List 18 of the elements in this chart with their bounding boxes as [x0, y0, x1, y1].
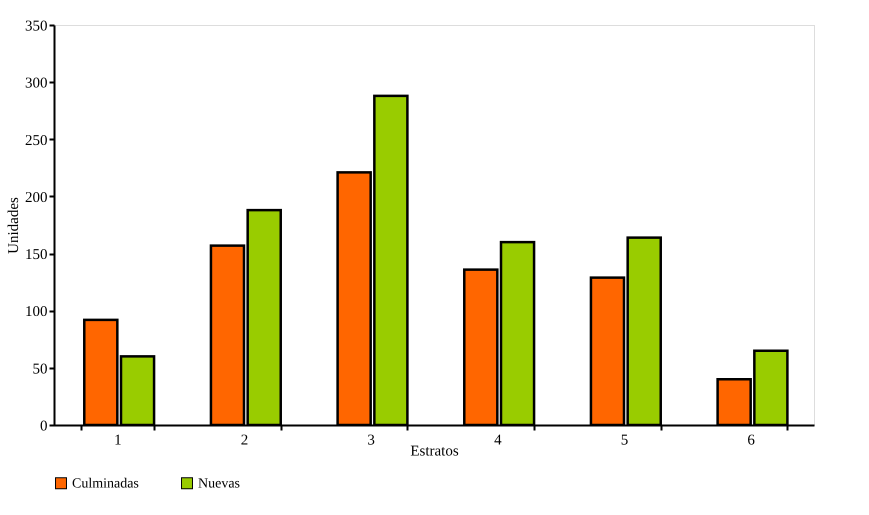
x-axis-title: Estratos [410, 444, 459, 460]
legend-label: Nuevas [198, 476, 240, 492]
x-tick-label: 2 [240, 432, 248, 448]
x-tick-label: 3 [367, 432, 375, 448]
y-tick-label: 350 [25, 18, 48, 34]
y-tick-label: 300 [25, 76, 48, 92]
x-tick-label: 5 [620, 432, 628, 448]
y-axis-title: Unidades [6, 197, 22, 254]
y-tick-label: 50 [32, 361, 48, 378]
y-tick-label: 0 [40, 418, 48, 434]
y-tick-label: 100 [25, 304, 48, 320]
y-tick-label: 200 [25, 190, 48, 206]
legend-label: Culminadas [72, 476, 139, 492]
x-tick-label: 4 [494, 432, 502, 448]
x-tick-label: 1 [114, 432, 122, 448]
y-tick-label: 150 [25, 247, 48, 264]
y-tick-label: 250 [25, 132, 48, 149]
x-tick-label: 6 [747, 432, 756, 448]
